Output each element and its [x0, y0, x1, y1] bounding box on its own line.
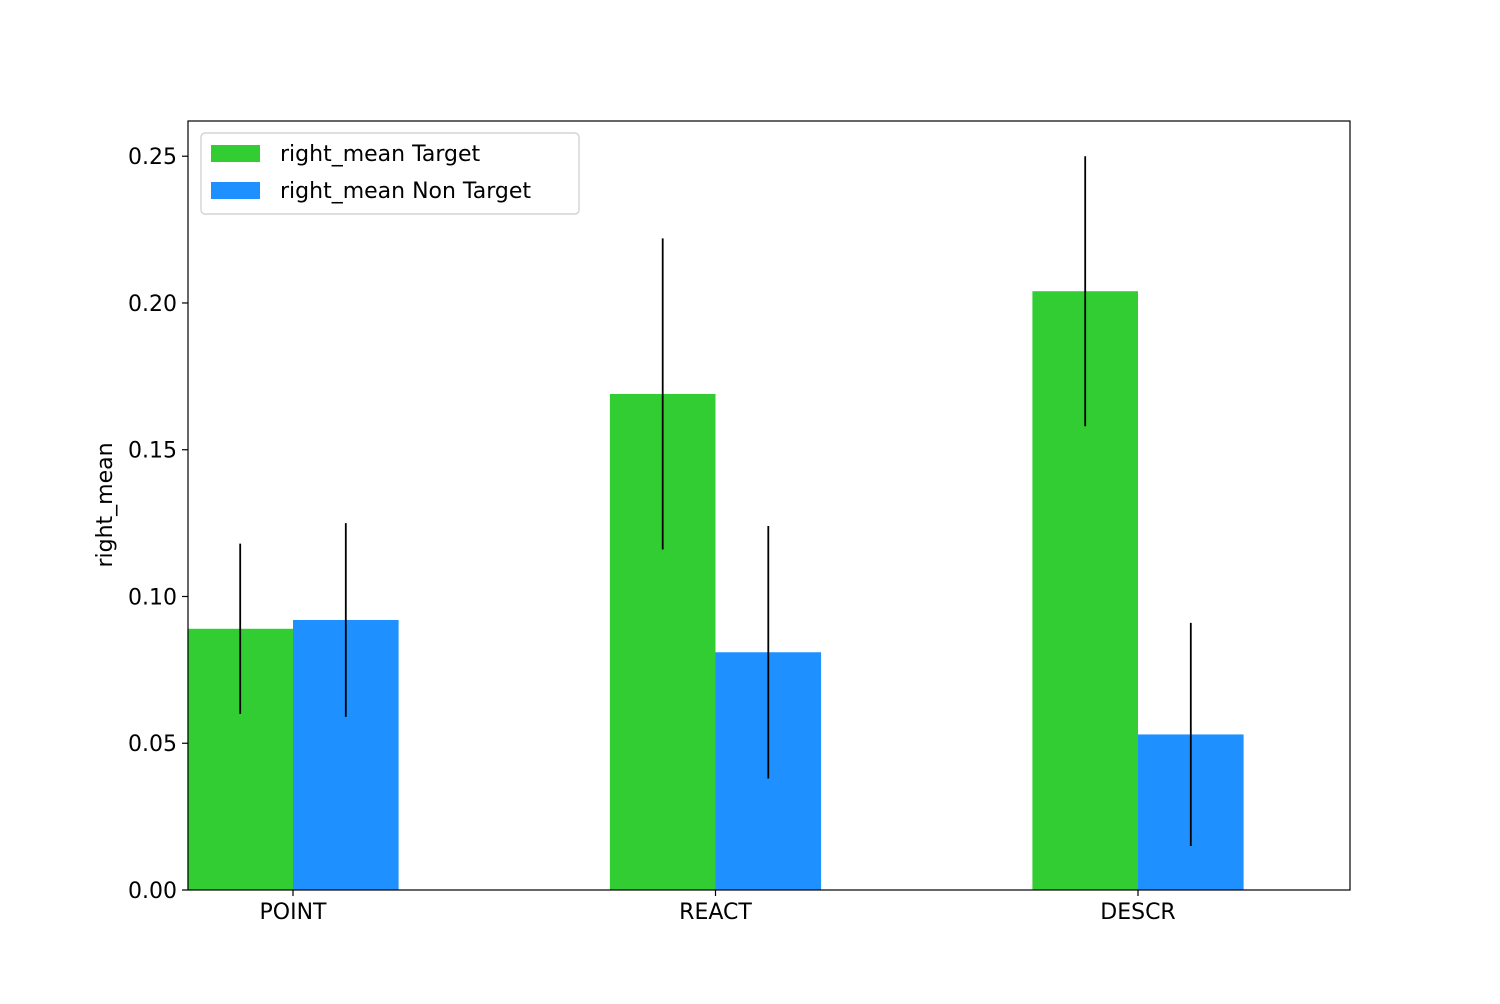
y-tick-label: 0.20 [128, 292, 177, 317]
error-bars-layer [239, 156, 1192, 846]
legend-box [200, 132, 580, 215]
y-tick-label: 0.05 [128, 732, 177, 757]
legend-swatch-non-target [211, 182, 260, 199]
x-tick-label: DESCR [1100, 900, 1175, 925]
x-tick-label: POINT [260, 900, 328, 925]
legend-label-target: right_mean Target [280, 142, 481, 167]
y-axis-label: right_mean [93, 442, 118, 567]
y-axis: 0.00 0.05 0.10 0.15 0.20 0.25 [128, 145, 188, 904]
y-tick-label: 0.10 [128, 585, 177, 610]
x-axis: POINT REACT DESCR [260, 890, 1176, 925]
x-tick-label: REACT [679, 900, 752, 925]
legend: right_mean Target right_mean Non Target [200, 132, 580, 215]
y-tick-label: 0.25 [128, 145, 177, 170]
plot-frame [187, 120, 1351, 891]
legend-label-non-target: right_mean Non Target [280, 179, 531, 204]
legend-swatch-target [211, 145, 260, 162]
y-tick-label: 0.00 [128, 879, 177, 904]
y-tick-label: 0.15 [128, 439, 177, 464]
